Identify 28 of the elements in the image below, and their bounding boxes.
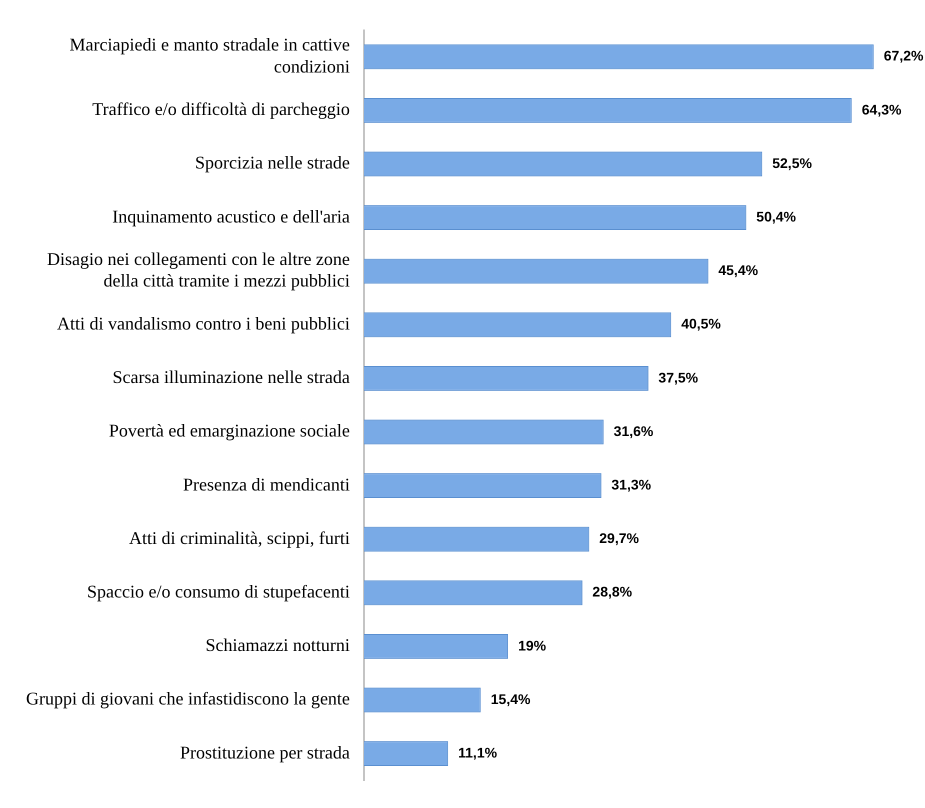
y-tick-label: Inquinamento acustico e dell'aria <box>112 206 350 226</box>
y-tick-label: Schiamazzi notturni <box>205 635 350 656</box>
y-tick-label: Gruppi di giovani che infastidiscono la gente <box>26 688 350 709</box>
data-label: 29,7% <box>599 530 640 546</box>
y-tick-label: Marciapiedi e manto stradale in cattive condizioni <box>70 34 350 76</box>
y-tick-label: Disagio nei collegamenti con le altre zone della città tramite i mezzi pubblici <box>47 249 350 291</box>
data-label: 31,6% <box>614 422 654 439</box>
data-label: 37,5% <box>658 369 699 386</box>
y-tick-label: Spaccio e/o consumo di stupefacenti <box>86 582 350 602</box>
y-tick-label: Presenza di mendicanti <box>182 474 350 494</box>
y-tick-label: Scarsa illuminazione nelle strada <box>112 367 350 388</box>
y-tick-label: Atti di vandalismo contro i beni pubblici <box>56 314 350 334</box>
data-label: 11,1% <box>458 744 498 760</box>
y-tick-label: Sporcizia nelle strade <box>194 152 350 173</box>
data-label: 15,4% <box>490 690 532 707</box>
data-label: 64,3% <box>862 101 902 118</box>
y-tick-label: Povertà ed emarginazione sociale <box>108 420 350 441</box>
data-label: 50,4% <box>756 208 797 224</box>
data-label: 45,4% <box>718 262 759 278</box>
data-label: 40,5% <box>681 316 722 332</box>
data-label: 31,3% <box>611 476 652 492</box>
y-tick-label: Atti di criminalità, scippi, furti <box>128 528 350 548</box>
data-label: 19% <box>518 637 547 654</box>
y-tick-label: Traffico e/o difficoltà di parcheggio <box>92 99 350 120</box>
y-tick-label: Prostituzione per strada <box>180 742 350 762</box>
data-label: 28,8% <box>592 584 633 600</box>
data-label: 52,5% <box>772 154 812 171</box>
data-label: 67,2% <box>884 48 924 64</box>
